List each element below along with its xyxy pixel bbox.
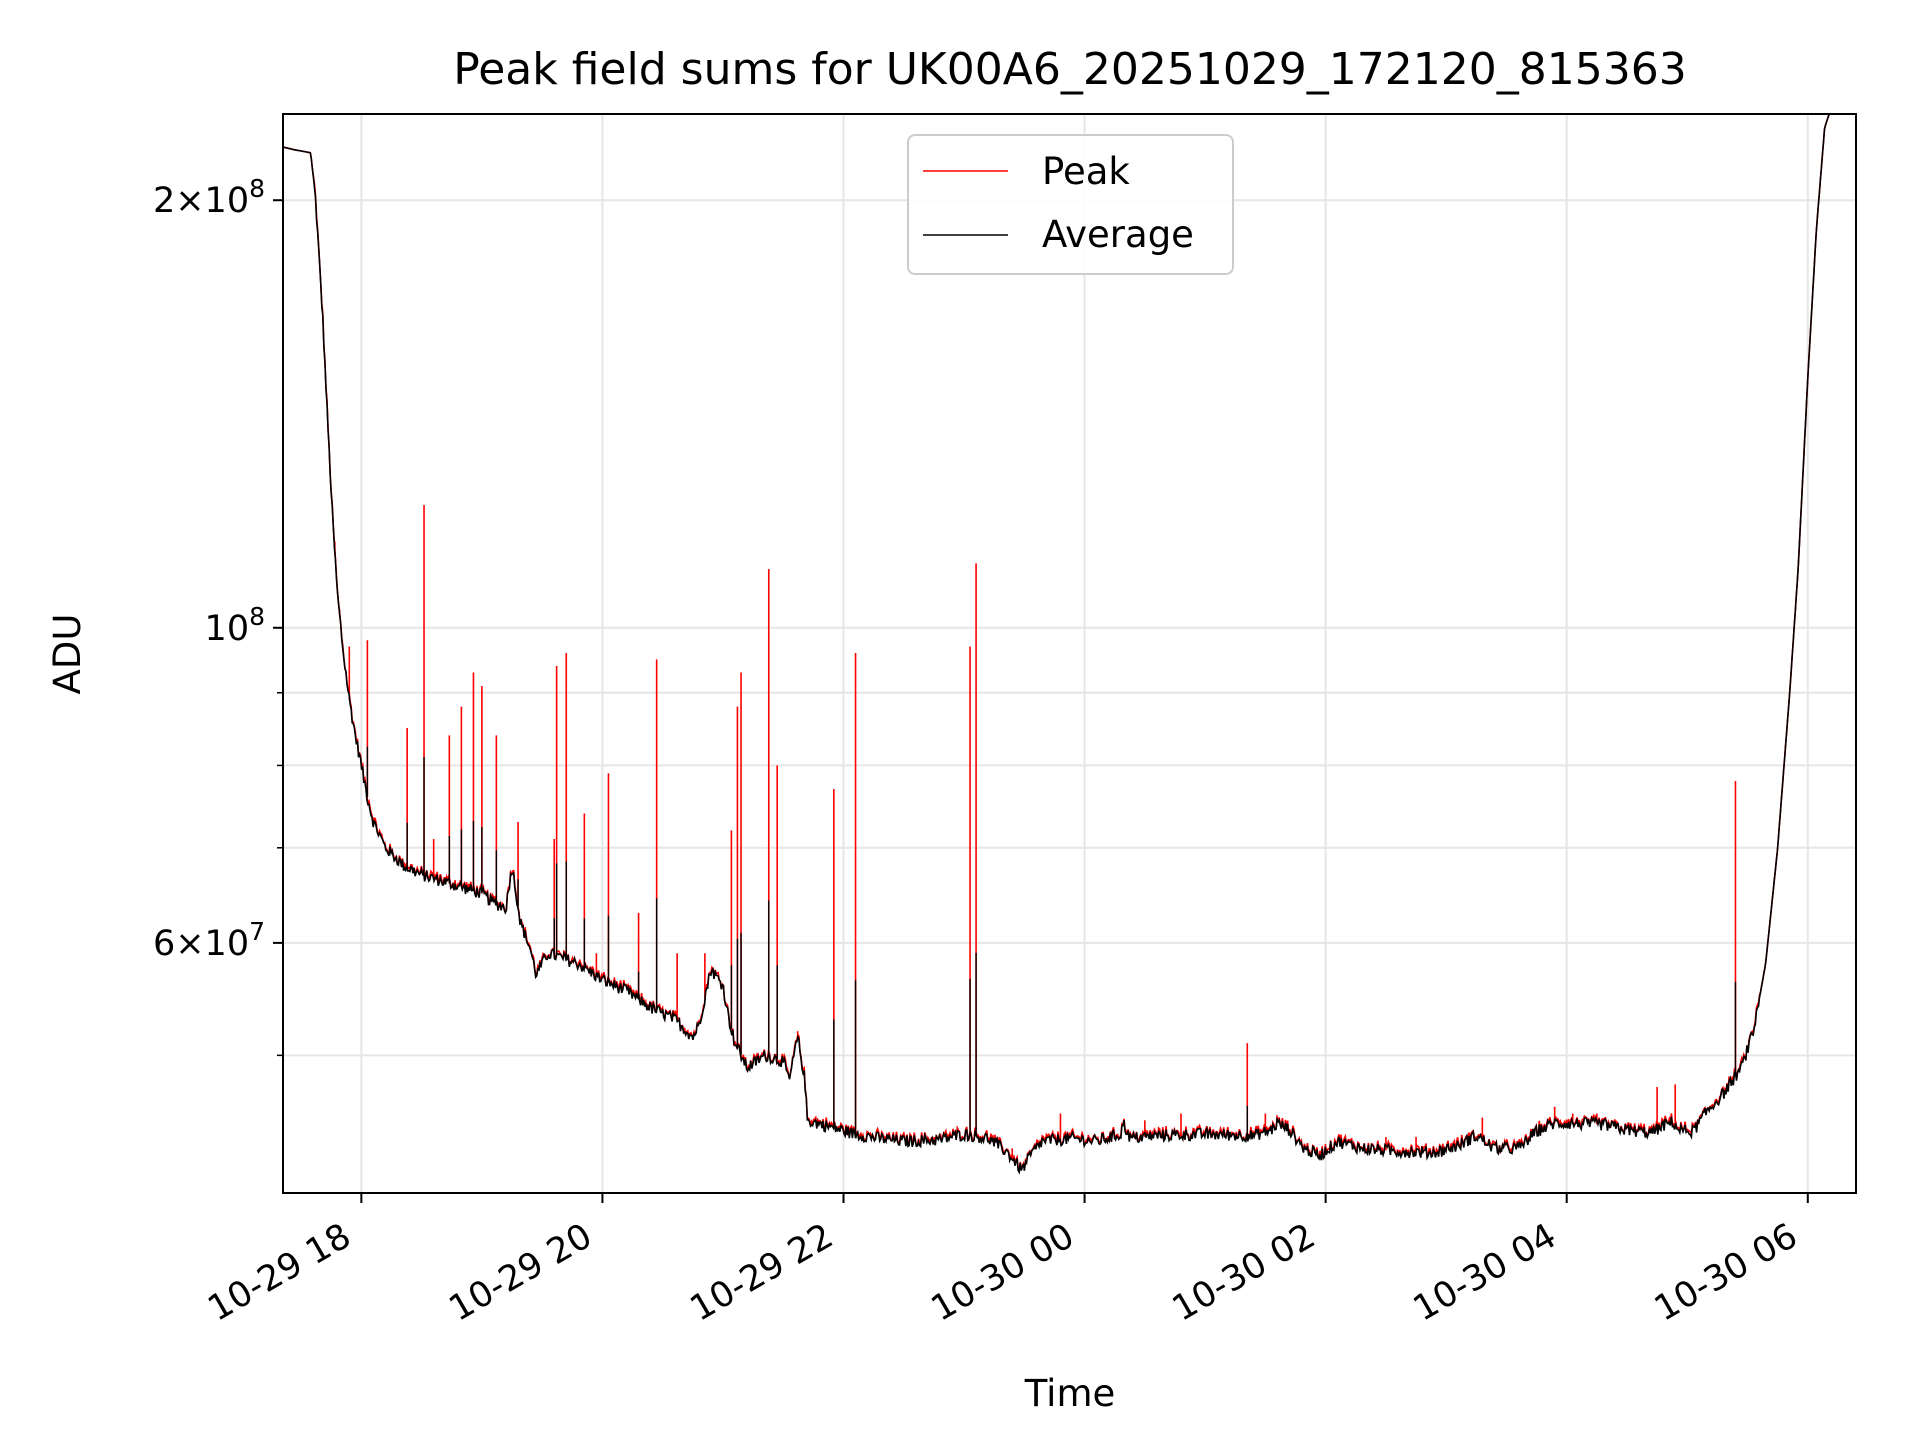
y-axis-label: ADU: [46, 614, 89, 695]
x-axis-label: Time: [1024, 1372, 1116, 1415]
y-axis-ticks: 6×107 108 2×108: [153, 174, 283, 1057]
y-tick-label: 108: [205, 602, 265, 649]
y-tick-label: 6×107: [153, 917, 265, 964]
y-tick-label: 2×108: [153, 174, 265, 221]
series-layer: [282, 113, 1856, 1175]
legend-label-peak: Peak: [1042, 150, 1130, 193]
chart-title: Peak field sums for UK00A6_20251029_1721…: [453, 44, 1686, 95]
legend-label-average: Average: [1042, 213, 1194, 256]
legend-frame: [907, 134, 1234, 275]
legend: Peak Average: [907, 134, 1234, 275]
plot-frame: [282, 113, 1857, 1194]
series-line-average: [282, 113, 1856, 1175]
series-line-peak: [282, 113, 1856, 1172]
